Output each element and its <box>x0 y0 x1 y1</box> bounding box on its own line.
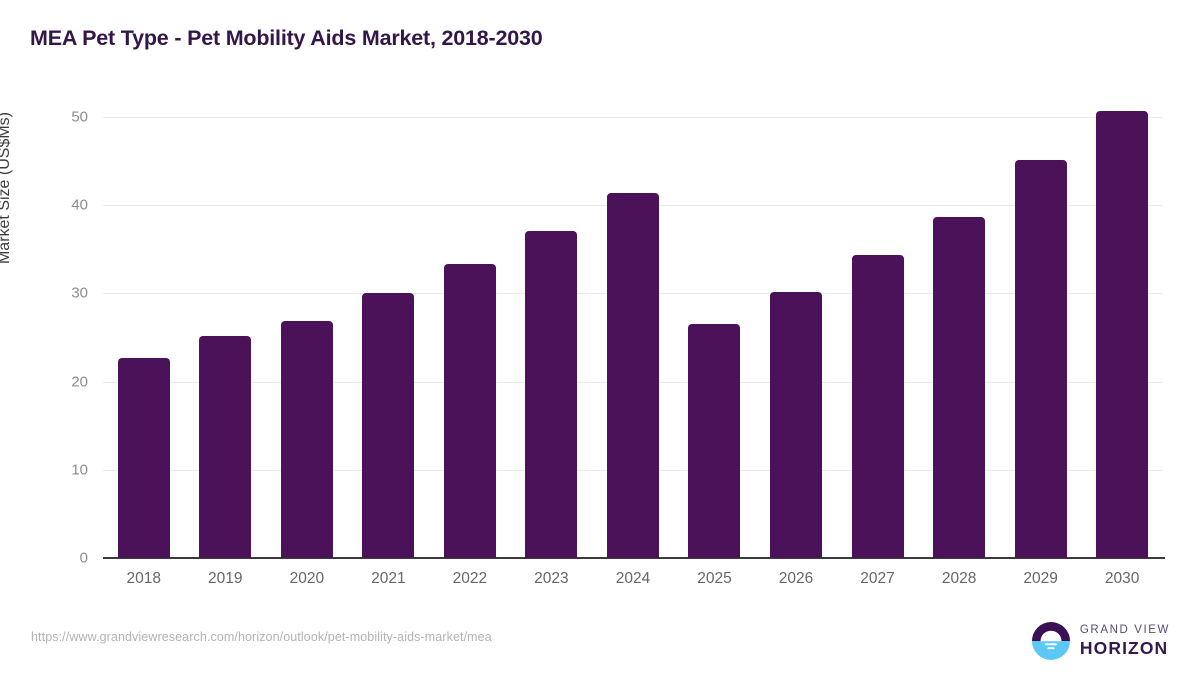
y-axis-tick-label: 0 <box>79 549 88 567</box>
y-axis-tick-label: 20 <box>71 373 88 391</box>
bar-band <box>1000 117 1082 558</box>
bar[interactable] <box>1014 160 1067 558</box>
x-axis-labels: 2018 2019 2020 2021 2022 2023 2024 2025 2026 2027… <box>103 570 1163 588</box>
bar-series <box>103 110 1163 558</box>
x-axis-tick-label: 2026 <box>778 570 814 587</box>
logo-line-horizon: HORIZON <box>1079 637 1169 658</box>
x-axis-tick-label: 2030 <box>1104 570 1140 587</box>
bar[interactable] <box>443 264 496 558</box>
bar-band <box>592 117 674 558</box>
x-axis-tick-label: 2022 <box>452 570 488 587</box>
bar[interactable] <box>1096 110 1149 558</box>
bar[interactable] <box>362 292 415 558</box>
bar-band <box>755 117 837 558</box>
x-axis-tick-label: 2028 <box>941 570 977 587</box>
bar[interactable] <box>280 320 333 558</box>
y-axis-tick-label: 10 <box>71 461 88 479</box>
bar[interactable] <box>851 255 904 558</box>
x-axis-tick-label: 2023 <box>534 570 569 587</box>
bar-band <box>918 117 1000 558</box>
x-axis-tick-label: 2025 <box>697 570 732 587</box>
y-axis-title: Market Size (US$Ms) <box>0 111 13 265</box>
y-axis-tick-label: 50 <box>71 108 88 126</box>
x-axis-tick-label: 2024 <box>615 570 651 587</box>
brand-logo[interactable]: GRAND VIEW HORIZON <box>1031 620 1170 662</box>
y-axis-tick-label: 40 <box>71 196 88 214</box>
bar[interactable] <box>688 324 741 558</box>
bar-band <box>837 117 919 558</box>
x-axis-tick-label: 2027 <box>860 570 895 587</box>
logo-wordmark: GRAND VIEW HORIZON <box>1079 624 1170 658</box>
x-axis-tick-label: 2029 <box>1023 570 1058 587</box>
bar-band <box>1081 110 1163 558</box>
bar[interactable] <box>117 357 170 558</box>
bar-band <box>429 117 511 558</box>
gridline <box>103 117 1163 118</box>
bar[interactable] <box>933 216 986 558</box>
bar-band <box>674 117 756 558</box>
x-axis-tick-label: 2021 <box>371 570 406 587</box>
bar-band <box>103 117 185 558</box>
logo-line-grand-view: GRAND VIEW <box>1079 624 1170 636</box>
bar-band <box>266 117 348 558</box>
horizon-sun-circle-icon <box>1031 622 1070 660</box>
source-url[interactable]: https://www.grandviewresearch.com/horizo… <box>31 630 492 644</box>
bar-band <box>185 117 267 558</box>
bar[interactable] <box>770 291 823 558</box>
bar-band <box>348 117 430 558</box>
page-title: MEA Pet Type - Pet Mobility Aids Market,… <box>30 26 543 50</box>
bar[interactable] <box>606 192 659 558</box>
x-axis-tick-label: 2018 <box>126 570 161 587</box>
bar[interactable] <box>525 230 578 558</box>
bar[interactable] <box>199 335 252 558</box>
x-axis-tick-label: 2020 <box>289 570 325 587</box>
y-axis-tick-label: 30 <box>71 284 88 302</box>
x-axis-tick-label: 2019 <box>208 570 243 587</box>
bar-band <box>511 117 593 558</box>
